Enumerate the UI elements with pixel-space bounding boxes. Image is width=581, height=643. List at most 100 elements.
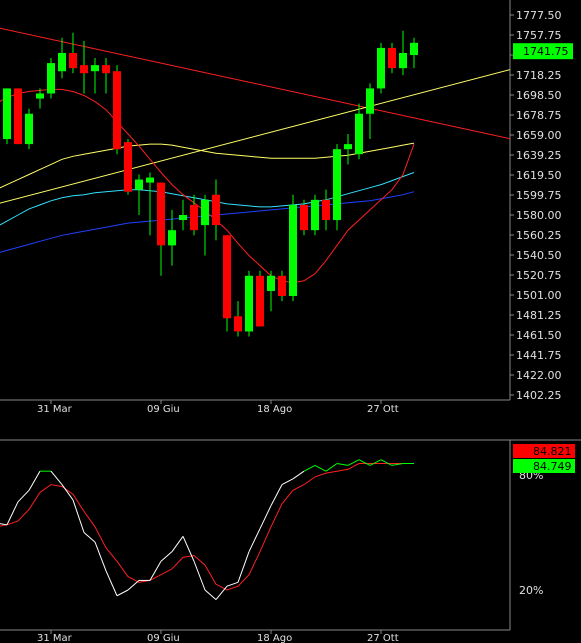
osc-value-badge-green <box>513 459 575 473</box>
candle-body-up <box>47 63 55 94</box>
candle-body-down <box>124 142 132 192</box>
osc-series-fast-segment <box>303 464 316 472</box>
price-panel: 1777.501757.751738.001718.251698.501678.… <box>0 0 573 415</box>
last-price-badge <box>513 43 573 60</box>
candle <box>91 58 99 94</box>
osc-series-fast-segment <box>226 581 239 587</box>
candle-body-up <box>311 199 319 231</box>
osc-series-fast-segment <box>160 551 173 562</box>
candle <box>179 199 187 231</box>
osc-series-fast-segment <box>347 459 360 466</box>
candle-body-up <box>36 93 44 99</box>
osc-plot-area <box>0 459 414 600</box>
osc-series-fast-segment <box>270 484 283 506</box>
osc-x-tick-label: 27 Ott <box>367 633 399 643</box>
osc-series-fast-segment <box>292 470 305 480</box>
osc-series-fast-segment <box>17 489 30 503</box>
candle-body-up <box>366 88 374 114</box>
osc-series-fast-segment <box>83 532 96 543</box>
candle <box>223 235 231 332</box>
candle-body-up <box>245 275 253 332</box>
osc-series-fast-segment <box>281 478 294 486</box>
osc-series-fast-segment <box>325 463 338 472</box>
candle-body-up <box>3 88 11 140</box>
candle-body-down <box>256 275 264 327</box>
candle <box>58 37 66 79</box>
osc-series-fast-segment <box>72 499 85 533</box>
price-y-tick-label: 1461.50 <box>516 329 562 342</box>
candle-body-up <box>58 52 66 72</box>
candle <box>80 40 88 94</box>
candle-body-up <box>399 52 407 69</box>
series-line-trend-resistance <box>0 27 510 140</box>
candle-body-up <box>201 199 209 226</box>
candle <box>410 37 418 69</box>
osc-value-label-green: 84.749 <box>533 460 572 473</box>
osc-series-fast-segment <box>336 463 349 466</box>
candle-body-up <box>333 149 341 221</box>
candle-body-down <box>223 235 231 319</box>
osc-series-fast-segment <box>380 459 393 466</box>
osc-series-fast-segment <box>369 459 382 466</box>
candle <box>212 179 220 241</box>
candle-body-down <box>157 182 165 246</box>
candle <box>245 270 253 337</box>
candle-body-up <box>410 42 418 55</box>
price-y-tick-label: 1777.50 <box>516 9 562 22</box>
osc-series-fast-segment <box>149 561 162 581</box>
candle-body-up <box>91 65 99 72</box>
candle <box>267 270 275 312</box>
candle-body-down <box>322 199 330 221</box>
candle <box>135 174 143 215</box>
candle <box>47 58 55 99</box>
series-line-ma-cyan <box>0 172 415 226</box>
osc-series-fast-segment <box>6 501 19 526</box>
osc-series-fast-segment <box>259 505 272 529</box>
candle-body-down <box>212 194 220 226</box>
price-plot-area <box>0 27 510 337</box>
osc-x-tick-label: 09 Giu <box>147 633 180 643</box>
candle-body-up <box>146 177 154 183</box>
osc-series-fast-segment <box>193 561 206 591</box>
candle-body-down <box>278 275 286 297</box>
candle <box>256 270 264 327</box>
candle <box>36 88 44 109</box>
candle-body-down <box>190 204 198 231</box>
price-y-tick-label: 1580.00 <box>516 209 562 222</box>
price-y-tick-label: 1501.00 <box>516 289 562 302</box>
candle-body-up <box>355 113 363 155</box>
candle <box>157 182 165 276</box>
osc-series-fast-segment <box>50 470 63 485</box>
price-y-tick-label: 1481.25 <box>516 309 562 322</box>
candle-body-down <box>69 52 77 69</box>
price-y-tick-label: 1402.25 <box>516 389 562 402</box>
osc-value-label-red: 84.821 <box>533 445 572 458</box>
candle <box>377 42 385 94</box>
price-x-tick-label: 27 Ott <box>367 404 399 415</box>
candle <box>388 42 396 74</box>
price-y-tick-label: 1659.00 <box>516 129 562 142</box>
osc-value-badge-red <box>513 444 575 458</box>
price-y-tick-label: 1718.25 <box>516 69 562 82</box>
candle-body-down <box>80 65 88 74</box>
price-y-tick-label: 1678.75 <box>516 109 562 122</box>
osc-series-fast-segment <box>248 528 261 552</box>
candle <box>278 270 286 302</box>
candle <box>69 32 77 74</box>
series-line-ma-yellow <box>0 142 415 189</box>
candle-body-down <box>113 71 121 150</box>
osc-series-fast-segment <box>94 541 107 572</box>
price-y-tick-label: 1599.75 <box>516 189 562 202</box>
candle <box>399 30 407 76</box>
candle <box>146 172 154 236</box>
osc-series-fast-segment <box>204 589 217 600</box>
candle-body-up <box>289 204 297 297</box>
candle-body-down <box>234 316 242 332</box>
candle-body-down <box>300 204 308 231</box>
candle <box>3 88 11 145</box>
series-line-trend-support <box>0 69 510 204</box>
candle <box>366 83 374 140</box>
